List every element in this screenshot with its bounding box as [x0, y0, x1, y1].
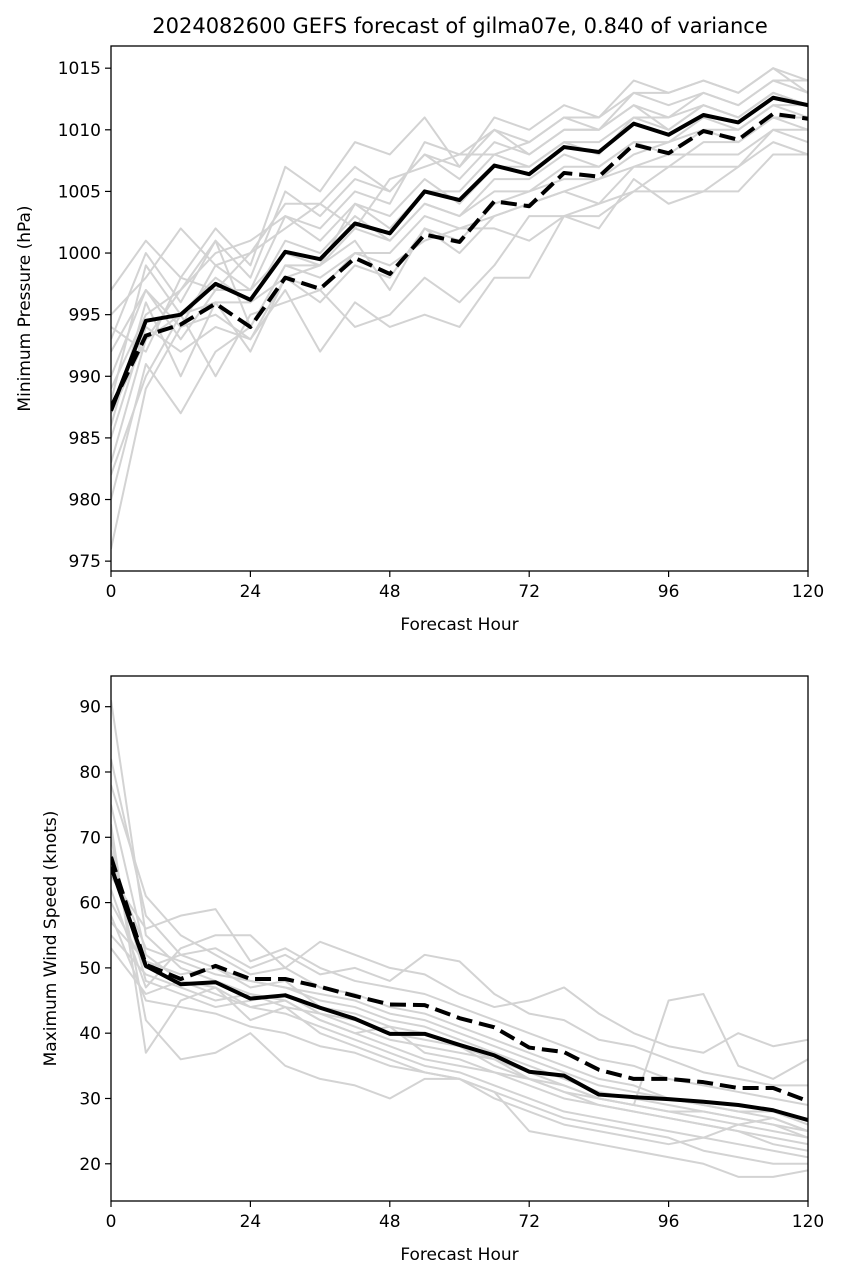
wind-ensemble-line-13 — [111, 921, 808, 1133]
wind-x-axis-label: Forecast Hour — [400, 1245, 518, 1265]
pressure-y-axis-label: Minimum Pressure (hPa) — [15, 205, 35, 411]
pressure-ytick-label: 1005 — [58, 182, 101, 202]
wind-ytick-label: 30 — [79, 1089, 101, 1109]
pressure-xtick-label: 120 — [792, 582, 824, 602]
pressure-ytick-label: 985 — [69, 429, 101, 449]
pressure-ensemble-line-11 — [111, 67, 808, 390]
wind-ensemble-line-12 — [111, 915, 808, 1146]
wind-xtick-label: 96 — [658, 1212, 680, 1232]
wind-axes-frame — [110, 675, 809, 1202]
pressure-ensemble-line-8 — [111, 79, 808, 340]
wind-speed-chart: 0 24 48 72 96 120 20 30 40 50 60 70 80 90 Forecast Hou… — [41, 675, 824, 1265]
wind-ensemble-line-10 — [111, 889, 808, 1054]
wind-y-axis-label: Maximum Wind Speed (knots) — [41, 811, 61, 1067]
pressure-ytick-label: 980 — [69, 491, 101, 511]
wind-ensemble-line-15 — [111, 947, 808, 1152]
pressure-xtick-label: 0 — [106, 582, 117, 602]
pressure-ytick-label: 1015 — [58, 59, 101, 79]
pressure-ytick-label: 1000 — [58, 244, 101, 264]
pressure-ytick-label: 1010 — [58, 121, 101, 141]
wind-xtick-label: 48 — [379, 1212, 401, 1232]
wind-ytick-label: 20 — [79, 1155, 101, 1175]
pressure-lines — [111, 67, 808, 550]
wind-lines — [111, 700, 808, 1178]
pressure-mean-line — [111, 95, 808, 412]
pressure-x-axis-label: Forecast Hour — [400, 615, 518, 635]
pressure-ensemble-line-4 — [111, 116, 808, 439]
pressure-ensemble-line-15 — [111, 128, 808, 476]
wind-xtick-label: 0 — [106, 1212, 117, 1232]
pressure-xtick-label: 96 — [658, 582, 680, 602]
wind-mean-line — [111, 866, 808, 1122]
pressure-axes-frame — [110, 45, 809, 572]
wind-xtick-label: 24 — [240, 1212, 262, 1232]
pressure-ytick-label: 975 — [69, 552, 101, 572]
pressure-ytick-label: 995 — [69, 306, 101, 326]
pressure-chart: 0 24 48 72 96 120 975 980 985 990 995 1000 1005 1010 1… — [15, 45, 824, 635]
wind-xtick-label: 72 — [518, 1212, 540, 1232]
pressure-ensemble-line-12 — [111, 91, 808, 353]
pressure-ensemble-line-1 — [111, 153, 808, 550]
pressure-dashed-line — [111, 111, 808, 408]
wind-ensemble-line-9 — [111, 875, 808, 1106]
wind-ensemble-line-11 — [111, 902, 808, 1087]
wind-dashed-line — [111, 856, 808, 1103]
wind-ytick-label: 60 — [79, 894, 101, 914]
pressure-ensemble-line-13 — [111, 91, 808, 353]
wind-ytick-label: 50 — [79, 959, 101, 979]
wind-ensemble-line-14 — [111, 934, 808, 1139]
pressure-xtick-label: 24 — [240, 582, 262, 602]
pressure-ensemble-line-3 — [111, 128, 808, 463]
wind-ytick-label: 40 — [79, 1024, 101, 1044]
pressure-xtick-label: 72 — [518, 582, 540, 602]
wind-ytick-label: 70 — [79, 828, 101, 848]
pressure-xtick-label: 48 — [379, 582, 401, 602]
wind-ytick-label: 80 — [79, 763, 101, 783]
wind-ytick-label: 90 — [79, 698, 101, 718]
wind-xtick-label: 120 — [792, 1212, 824, 1232]
chart-title: 2024082600 GEFS forecast of gilma07e, 0.… — [152, 14, 768, 38]
pressure-ytick-label: 990 — [69, 367, 101, 387]
